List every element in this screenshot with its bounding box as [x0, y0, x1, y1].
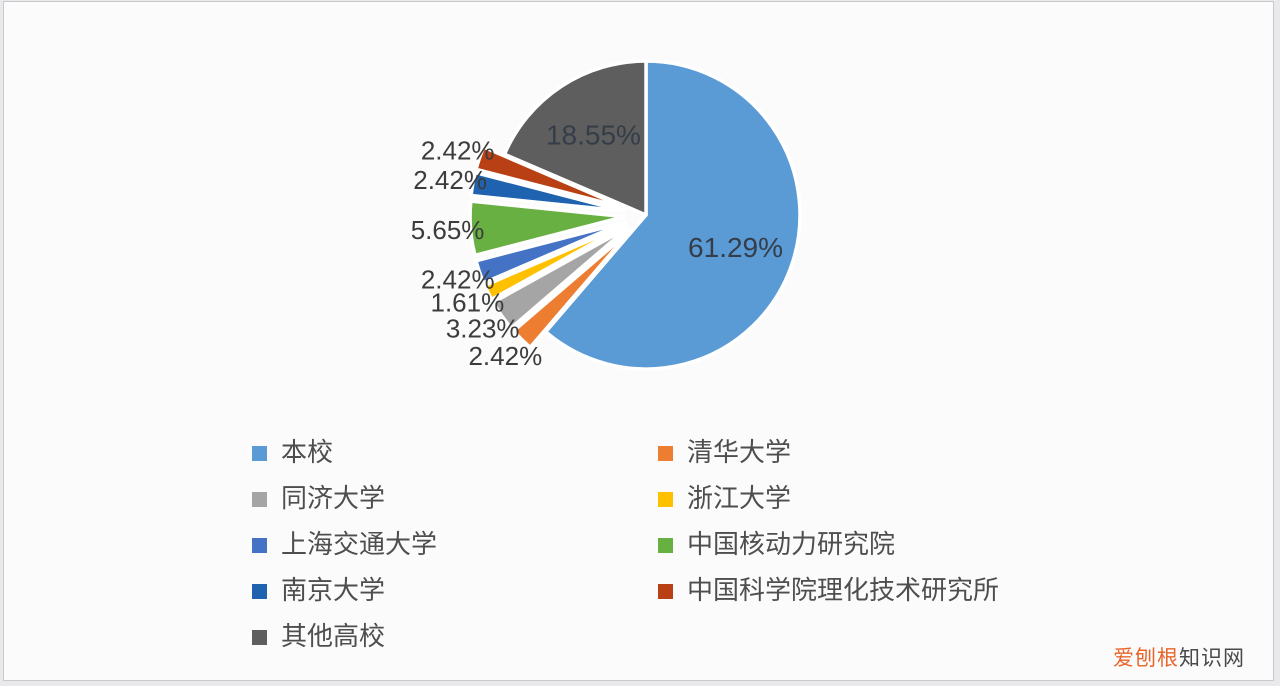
legend-swatch-icon [252, 584, 267, 599]
legend-item-5: 中国核动力研究院 [658, 532, 1218, 558]
legend-label: 本校 [281, 440, 333, 466]
legend-swatch-icon [252, 446, 267, 461]
legend-item-4: 上海交通大学 [252, 532, 658, 558]
pie-data-label-8: 18.55% [546, 119, 641, 150]
watermark-brand: 爱刨根 [1113, 647, 1179, 670]
legend-label: 上海交通大学 [281, 532, 437, 558]
legend-label: 同济大学 [281, 486, 385, 512]
chart-legend: 本校 清华大学同济大学 浙江大学上海交通大学 中国核动力研究院南京大学 中国科学院理化技… [252, 430, 1218, 660]
legend-label: 中国核动力研究院 [687, 532, 895, 558]
legend-swatch-icon [658, 446, 673, 461]
legend-item-6: 南京大学 [252, 578, 658, 604]
legend-swatch-icon [252, 492, 267, 507]
legend-label: 清华大学 [687, 440, 791, 466]
legend-swatch-icon [658, 492, 673, 507]
legend-swatch-icon [252, 630, 267, 645]
pie-data-label-6: 2.42% [413, 165, 487, 195]
legend-item-3: 浙江大学 [658, 486, 1218, 512]
pie-data-label-4: 2.42% [421, 264, 495, 294]
legend-item-2: 同济大学 [252, 486, 658, 512]
legend-swatch-icon [658, 538, 673, 553]
pie-data-label-5: 5.65% [411, 215, 485, 245]
legend-item-7: 中国科学院理化技术研究所 [658, 578, 1218, 604]
legend-label: 中国科学院理化技术研究所 [687, 578, 999, 604]
legend-item-0: 本校 [252, 440, 658, 466]
pie-data-label-0: 61.29% [688, 232, 783, 263]
pie-data-label-2: 3.23% [446, 314, 520, 344]
legend-swatch-icon [658, 584, 673, 599]
legend-item-8: 其他高校 [252, 624, 658, 650]
legend-item-1: 清华大学 [658, 440, 1218, 466]
pie-data-label-1: 2.42% [468, 341, 542, 371]
pie-data-label-7: 2.42% [421, 136, 495, 166]
legend-label: 浙江大学 [687, 486, 791, 512]
legend-label: 其他高校 [281, 624, 385, 650]
chart-panel: 61.29%2.42%3.23%1.61%2.42%5.65%2.42%2.42… [3, 1, 1274, 681]
legend-label: 南京大学 [281, 578, 385, 604]
watermark: 爱刨根知识网 [1113, 642, 1245, 672]
watermark-suffix: 知识网 [1179, 647, 1245, 670]
legend-swatch-icon [252, 538, 267, 553]
